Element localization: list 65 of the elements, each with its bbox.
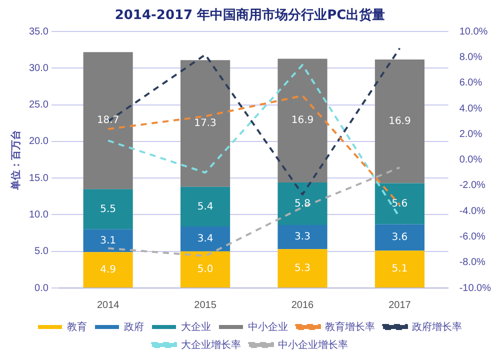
chart-title: 2014-2017 年中国商用市场分行业PC出货量: [114, 7, 386, 24]
bar: [180, 226, 230, 252]
y2-tick-label: 6.0%: [459, 78, 482, 89]
data-label: 5.5: [100, 204, 116, 215]
data-label: 5.0: [197, 264, 214, 276]
data-label: 4.9: [100, 264, 116, 276]
bar: [278, 58, 328, 183]
legend-label: 大企业: [181, 320, 211, 333]
y2-tick-label: 4.0%: [459, 103, 482, 114]
legend-label: 中小企业增长率: [278, 338, 348, 351]
y-tick-label: 5.0: [34, 246, 49, 258]
legend-label: 大企业增长率: [181, 338, 241, 351]
bar: [374, 250, 424, 288]
y2-tick-label: -4.0%: [459, 206, 486, 217]
x-tick-label: 2014: [96, 300, 120, 311]
y-tick-label: 15.0: [28, 172, 49, 184]
y-tick-label: 25.0: [28, 100, 49, 111]
legend-label: 中小企业: [248, 320, 288, 333]
bar: [180, 60, 230, 187]
y-tick-label: 35.0: [28, 26, 49, 38]
data-label: 17.3: [194, 118, 216, 130]
bar: [374, 59, 424, 184]
y-tick-label: 30.0: [28, 62, 49, 74]
bar: [180, 251, 230, 288]
x-tick-label: 2016: [291, 300, 314, 311]
bar: [374, 183, 424, 224]
x-tick-label: 2017: [388, 300, 412, 311]
legend-label: 教育增长率: [325, 320, 375, 333]
y2-tick-label: 2.0%: [459, 128, 482, 140]
bar: [278, 225, 328, 250]
bar: [374, 224, 424, 251]
bar: [83, 252, 133, 288]
data-label: 3.1: [100, 235, 116, 246]
y-tick-label: 20.0: [28, 136, 49, 148]
y-tick-label: 10.0: [28, 209, 49, 220]
bar: [180, 186, 230, 226]
y2-tick-label: 8.0%: [459, 52, 482, 63]
data-label: 3.4: [197, 234, 214, 245]
y-axis-title: 单位：百万台: [10, 130, 22, 191]
data-label: 18.7: [96, 115, 120, 126]
legend-label: 教育: [67, 320, 87, 333]
y2-tick-label: 10.0%: [459, 26, 488, 38]
y-tick-label: 0.0: [34, 282, 49, 294]
bar: [278, 249, 328, 288]
data-label: 3.3: [294, 232, 310, 243]
y2-tick-label: -2.0%: [459, 180, 486, 192]
legend-label: 政府增长率: [412, 320, 462, 333]
y2-tick-label: -6.0%: [459, 231, 486, 242]
data-label: 16.9: [291, 115, 314, 126]
bar: [83, 229, 133, 252]
bar: [83, 189, 133, 230]
data-label: 5.8: [294, 198, 310, 210]
data-label: 5.4: [197, 201, 214, 212]
data-label: 5.1: [392, 264, 408, 275]
y2-tick-label: -8.0%: [459, 257, 486, 268]
data-label: 5.6: [392, 198, 408, 210]
legend-label: 政府: [124, 320, 144, 333]
bar: [83, 52, 133, 190]
data-label: 3.6: [392, 232, 408, 244]
y2-tick-label: 0.0%: [459, 154, 482, 166]
x-tick-label: 2015: [194, 300, 217, 311]
bar: [278, 182, 328, 225]
data-label: 5.3: [294, 262, 310, 274]
data-label: 16.9: [388, 116, 411, 127]
y2-tick-label: -10.0%: [459, 282, 492, 294]
